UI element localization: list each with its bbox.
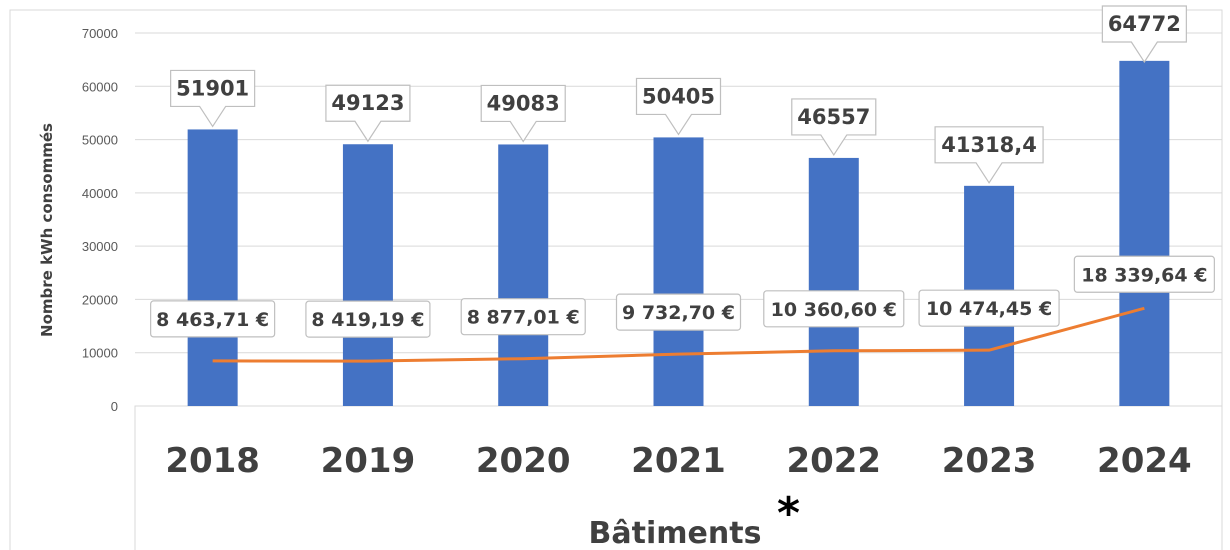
bar-data-label: 41318,4 [934,126,1044,184]
bar [808,157,859,406]
bar [653,137,704,406]
line-data-labels: 8 463,71 € 8 419,19 € 8 877,01 € 9 732,70 €… [150,255,1215,338]
y-tick-label: 40000 [82,186,118,201]
label-box [763,290,905,328]
bar-data-label: 64772 [1101,5,1187,64]
callout-box [480,84,566,143]
bar [342,144,393,407]
label-box [918,289,1060,327]
bar [187,129,238,406]
label-text: 8 877,01 € [467,307,580,329]
bar [498,144,549,406]
bar-data-label: 51901 [170,69,256,128]
callout-box [934,126,1044,184]
callout-text: 50405 [642,84,715,108]
label-box [1073,255,1215,293]
callout-text: 49083 [487,91,560,115]
category-label: 2024 [1097,441,1192,481]
line-data-label: 8 419,19 € [305,300,431,338]
y-tick-label: 30000 [82,239,118,254]
callout-text: 64772 [1108,12,1181,36]
category-label: 2023 [942,441,1037,481]
category-labels: 2018 2019 2020 2021 2022 2023 2024 [165,441,1191,481]
bar-data-label: 49123 [325,84,411,143]
bar-data-label: 46557 [791,98,877,157]
callout-text: 41318,4 [941,133,1037,157]
line-data-label: 8 463,71 € [150,300,276,338]
callout-text: 46557 [797,105,870,129]
y-tick-label: 60000 [82,79,118,94]
y-tick-label: 0 [111,399,118,414]
line-path [212,306,1145,363]
y-tick-label: 50000 [82,133,118,148]
label-box [150,300,276,338]
y-axis-title: Nombre kWh consommés [38,123,56,337]
category-label: 2022 [786,441,881,481]
y-tick-label: 10000 [82,346,118,361]
label-box [460,298,586,336]
x-axis-title-asterisk: * [777,488,800,539]
label-text: 8 463,71 € [156,309,269,331]
label-text: 18 339,64 € [1081,264,1207,286]
y-axis-ticks: 0 10000 20000 30000 40000 50000 60000 70000 [82,26,118,414]
bar-data-label: 49083 [480,84,566,143]
callout-text: 49123 [331,91,404,115]
y-tick-label: 20000 [82,292,118,307]
category-label: 2021 [631,441,726,481]
line-data-label: 10 474,45 € [918,289,1060,327]
callout-box [1101,5,1187,64]
label-box [305,300,431,338]
callout-box [325,84,411,143]
label-text: 10 360,60 € [771,299,897,321]
line-series [212,306,1145,363]
bar-data-labels: 51901 49123 49083 50405 46557 41318,4 64772 [170,5,1187,184]
bar [1119,60,1170,406]
y-tick-label: 70000 [82,26,118,41]
line-data-label: 8 877,01 € [460,298,586,336]
callout-box [791,98,877,157]
category-label: 2020 [476,441,571,481]
line-data-label: 9 732,70 € [615,293,742,331]
line-data-label: 18 339,64 € [1073,255,1215,293]
callout-box [170,69,256,128]
label-box [615,293,742,331]
label-text: 8 419,19 € [311,309,424,331]
x-axis-title: Bâtiments [589,516,762,550]
chart-area-border [9,9,1223,550]
category-label: 2019 [321,441,416,481]
label-text: 9 732,70 € [622,302,735,324]
category-label: 2018 [165,441,260,481]
callout-box [635,77,722,136]
bar-data-label: 50405 [635,77,722,136]
line-data-label: 10 360,60 € [763,290,905,328]
label-text: 10 474,45 € [926,298,1052,320]
callout-text: 51901 [176,76,249,100]
